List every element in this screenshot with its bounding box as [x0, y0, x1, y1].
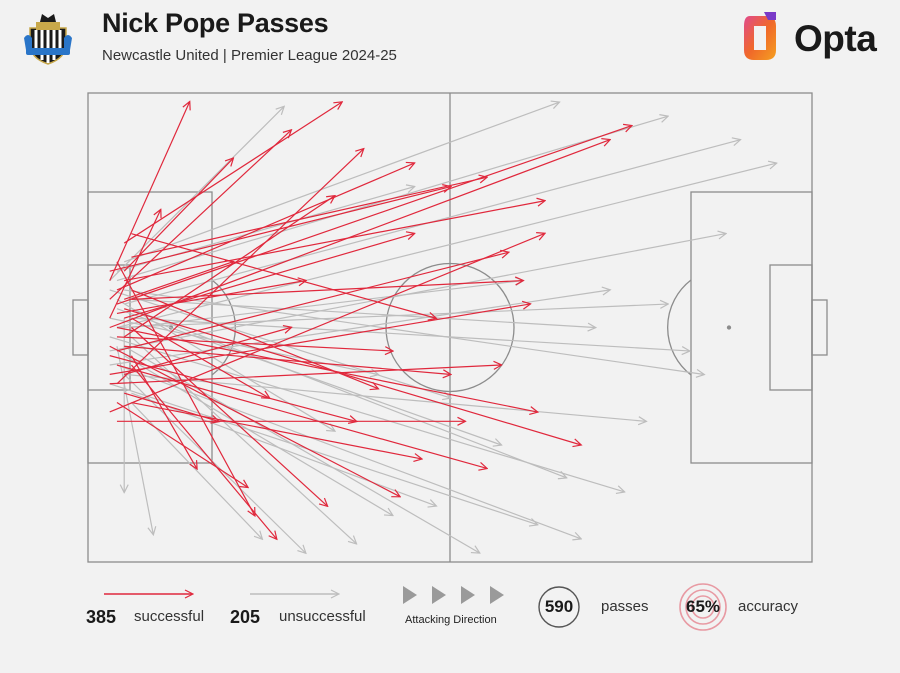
successful-pass-2 [124, 201, 544, 282]
attacking-direction-arrows-icon [403, 586, 504, 604]
successful-pass-36 [131, 317, 269, 398]
successful-pass-25 [109, 210, 161, 319]
successful-pass-21 [109, 102, 190, 281]
passes-label: passes [601, 598, 649, 615]
header: Nick Pope Passes Newcastle United | Prem… [0, 0, 900, 80]
successful-pass-19 [116, 281, 305, 315]
successful-label: successful [134, 608, 205, 625]
successful-pass-7 [116, 336, 392, 351]
newcastle-crest-icon [24, 14, 72, 65]
unsuccessful-pass-13 [123, 345, 479, 552]
successful-pass-37 [109, 365, 501, 385]
successful-pass-29 [109, 345, 400, 496]
unsuccessful-pass-0 [116, 163, 776, 329]
unsuccessful-pass-22 [109, 107, 284, 282]
right-penalty-spot [726, 325, 732, 330]
opta-logo: Opta [740, 8, 885, 68]
unsuccessful-pass-24 [116, 304, 667, 329]
page-title: Nick Pope Passes [102, 8, 329, 38]
unsuccessful-pass-27 [131, 308, 565, 478]
successful-pass-13 [109, 131, 291, 300]
successful-pass-4 [131, 177, 486, 258]
right-goal [811, 299, 828, 356]
successful-pass-24 [131, 401, 421, 459]
unsuccessful-pass-6 [109, 336, 624, 492]
unsuccessful-label: unsuccessful [279, 608, 366, 625]
unsuccessful-pass-2 [109, 234, 725, 352]
right-penalty-arc [667, 279, 692, 376]
unsuccessful-pass-10 [109, 383, 537, 525]
accuracy-target-icon [679, 583, 727, 631]
accuracy-value: 65% [685, 597, 721, 616]
successful-pass-15 [116, 149, 363, 385]
attacking-direction-label: Attacking Direction [405, 614, 497, 626]
passes-count-ring [538, 586, 580, 628]
successful-passes [109, 102, 631, 539]
successful-pass-32 [130, 355, 196, 469]
successful-pass-16 [131, 233, 435, 318]
unsuccessful-pass-18 [109, 317, 378, 374]
successful-pass-31 [116, 402, 247, 487]
successful-pass-34 [124, 328, 291, 375]
successful-pass-5 [109, 304, 530, 375]
unsuccessful-pass-28 [116, 346, 153, 534]
successful-pass-0 [116, 126, 631, 305]
successful-pass-39 [116, 326, 537, 412]
right-penalty-box [690, 191, 813, 464]
successful-pass-1 [109, 140, 610, 329]
successful-pass-10 [124, 308, 580, 445]
unsuccessful-count: 205 [230, 607, 261, 627]
accuracy-label: accuracy [738, 598, 799, 615]
unsuccessful-pass-17 [123, 355, 392, 515]
successful-pass-3 [116, 252, 508, 352]
successful-pass-23 [116, 261, 255, 515]
unsuccessful-pass-21 [123, 373, 305, 552]
successful-count: 385 [86, 607, 117, 627]
legend [104, 583, 727, 631]
successful-pass-14 [123, 159, 233, 272]
unsuccessful-pass-25 [124, 289, 703, 374]
unsuccessful-pass-23 [131, 402, 261, 539]
right-six-yard-box [769, 264, 813, 391]
unsuccessful-pass-7 [131, 298, 594, 327]
successful-pass-28 [131, 281, 522, 300]
successful-pass-33 [109, 187, 450, 272]
left-goal [72, 299, 89, 356]
successful-pass-20 [130, 364, 276, 539]
opta-mark-icon [744, 12, 776, 60]
unsuccessful-pass-11 [131, 281, 522, 329]
successful-pass-35 [116, 163, 414, 291]
opta-wordmark: Opta [794, 18, 877, 59]
unsuccessful-pass-9 [123, 102, 558, 263]
successful-pass-12 [131, 327, 326, 506]
successful-pass-30 [123, 102, 341, 244]
unsuccessful-pass-12 [116, 308, 501, 445]
successful-pass-38 [124, 262, 233, 300]
page-subtitle: Newcastle United | Premier League 2024-2… [102, 47, 397, 64]
passes-count: 590 [544, 597, 574, 616]
